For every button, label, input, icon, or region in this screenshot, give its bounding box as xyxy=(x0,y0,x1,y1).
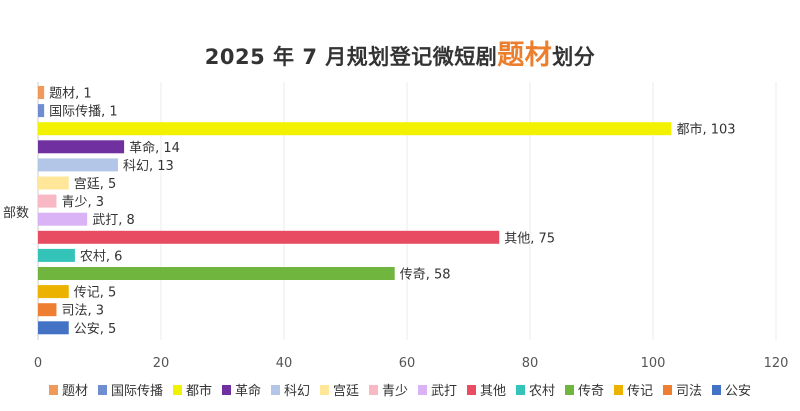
legend-swatch-3 xyxy=(222,385,231,395)
x-tick-label: 20 xyxy=(153,356,170,371)
legend-swatch-6 xyxy=(369,385,378,395)
legend-swatch-1 xyxy=(98,385,107,395)
x-tick-label: 80 xyxy=(522,356,539,371)
bar-8 xyxy=(38,230,500,244)
bar-label-0: 题材, 1 xyxy=(49,87,92,102)
legend-swatch-5 xyxy=(320,385,329,395)
bar-label-13: 公安, 5 xyxy=(74,322,117,337)
legend-swatch-13 xyxy=(712,385,721,395)
legend-swatch-11 xyxy=(614,385,623,395)
bar-label-11: 传记, 5 xyxy=(74,286,117,301)
legend-item-13: 公安 xyxy=(725,384,751,399)
x-tick-label: 100 xyxy=(641,356,666,371)
bar-label-3: 革命, 14 xyxy=(129,140,180,156)
x-tick-label: 120 xyxy=(764,356,789,371)
legend-item-12: 司法 xyxy=(676,384,702,399)
legend-item-6: 青少 xyxy=(382,384,408,399)
legend-item-0: 题材 xyxy=(62,384,88,399)
bar-label-6: 青少, 3 xyxy=(61,195,104,210)
x-tick-label: 60 xyxy=(399,356,416,371)
title-suffix: 划分 xyxy=(552,45,596,69)
legend-swatch-10 xyxy=(565,385,574,395)
legend-item-9: 农村 xyxy=(529,384,555,399)
x-tick-label: 40 xyxy=(276,356,293,371)
y-axis-label: 部数 xyxy=(3,206,29,221)
legend-swatch-8 xyxy=(467,385,476,395)
legend-swatch-7 xyxy=(418,385,427,395)
bar-label-12: 司法, 3 xyxy=(61,304,104,319)
bar-label-9: 农村, 6 xyxy=(80,249,123,264)
bar-11 xyxy=(38,285,69,299)
title-accent: 题材 xyxy=(497,40,553,71)
bar-label-7: 武打, 8 xyxy=(92,213,135,228)
legend-swatch-4 xyxy=(271,385,280,395)
legend-swatch-9 xyxy=(516,385,525,395)
x-tick-label: 0 xyxy=(34,356,42,371)
bar-6 xyxy=(38,194,57,208)
bar-label-5: 宫廷, 5 xyxy=(74,177,117,192)
legend-item-8: 其他 xyxy=(480,384,506,399)
legend-item-4: 科幻 xyxy=(284,384,310,399)
bar-9 xyxy=(38,248,75,262)
legend-item-2: 都市 xyxy=(186,383,212,399)
legend-item-5: 宫廷 xyxy=(333,384,359,399)
bar-3 xyxy=(38,140,125,154)
bar-13 xyxy=(38,321,69,335)
legend-swatch-12 xyxy=(663,385,672,395)
bar-2 xyxy=(38,122,672,136)
bar-4 xyxy=(38,158,118,172)
bar-5 xyxy=(38,176,69,190)
bar-label-2: 都市, 103 xyxy=(676,122,735,138)
bar-1 xyxy=(38,104,45,118)
bar-7 xyxy=(38,212,88,226)
legend-swatch-0 xyxy=(49,385,58,395)
chart-title: 2025 年 7 月规划登记微短剧题材划分 xyxy=(0,33,800,72)
bar-label-1: 国际传播, 1 xyxy=(49,105,118,120)
bar-label-8: 其他, 75 xyxy=(504,231,555,246)
bar-label-10: 传奇, 58 xyxy=(400,267,451,283)
bar-12 xyxy=(38,303,57,317)
bar-10 xyxy=(38,267,395,280)
legend-item-11: 传记 xyxy=(627,384,653,399)
bar-label-4: 科幻, 13 xyxy=(123,159,174,174)
legend-swatch-2 xyxy=(173,385,182,395)
legend-item-7: 武打 xyxy=(431,384,457,399)
legend-item-10: 传奇 xyxy=(578,383,604,399)
title-main: 2025 年 7 月规划登记微短剧 xyxy=(204,45,498,69)
legend-item-1: 国际传播 xyxy=(111,384,163,399)
bar-0 xyxy=(38,86,45,99)
legend-item-3: 革命 xyxy=(235,383,261,399)
